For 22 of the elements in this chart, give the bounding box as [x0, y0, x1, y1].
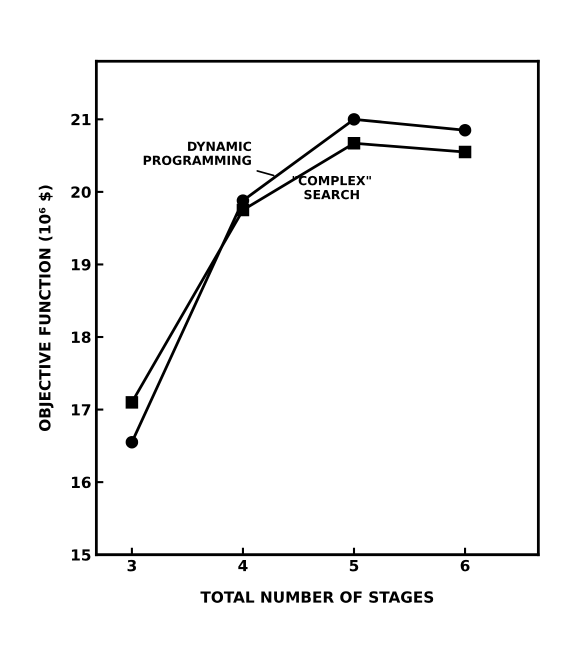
- point: [348, 137, 360, 150]
- x-tick-label: 3: [128, 560, 136, 572]
- y-tick-label: 21: [71, 114, 90, 126]
- point: [126, 436, 138, 448]
- y-tick-label: 18: [72, 331, 91, 344]
- y-tick-label: 16: [72, 476, 91, 488]
- y-tick-label: 17: [72, 404, 90, 416]
- series-label: "COMPLEX" SEARCH: [292, 176, 371, 200]
- y-tick-label: 19: [72, 258, 91, 270]
- x-tick-label: 5: [350, 560, 358, 572]
- point: [458, 146, 472, 158]
- y-axis-title: OBJECTIVE FUNCTION (10⁶ $): [38, 186, 54, 432]
- series-label: DYNAMIC PROGRAMMING: [144, 142, 252, 166]
- x-axis-title: TOTAL NUMBER OF STAGES: [200, 591, 434, 603]
- point: [458, 124, 472, 136]
- point: [236, 204, 250, 216]
- point: [126, 396, 138, 409]
- x-tick-label: 6: [460, 560, 470, 572]
- x-tick-label: 4: [238, 560, 248, 572]
- y-tick-label: 15: [72, 549, 90, 561]
- point: [348, 113, 360, 126]
- y-tick-label: 20: [71, 186, 91, 198]
